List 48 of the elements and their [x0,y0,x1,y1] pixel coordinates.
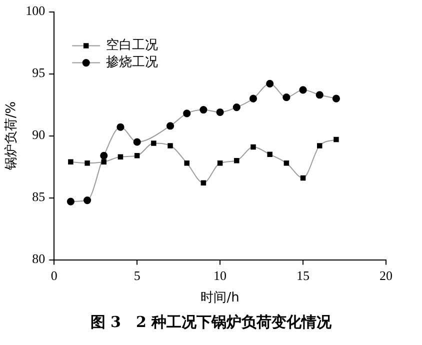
point [317,143,322,148]
y-tick-label: 100 [26,3,46,18]
point [166,122,174,130]
point [133,138,141,146]
point [267,152,272,158]
point [299,86,307,94]
point [84,160,90,166]
point [200,180,206,186]
y-tick-label: 80 [32,251,46,266]
x-tick-label: 0 [50,268,58,284]
legend-label: 空白工况 [106,38,158,54]
point [300,175,306,181]
point [250,144,256,150]
point [284,160,290,166]
x-tick-label: 15 [296,268,310,284]
point [183,110,191,118]
point [334,136,339,142]
point [234,158,240,164]
point [83,196,92,204]
y-tick-label: 90 [32,127,46,142]
point [332,94,340,102]
y-axis-title: 锅炉负荷/% [4,101,20,172]
point [134,153,140,158]
x-axis-title: 时间/h [200,290,240,306]
point [151,140,156,146]
caption: 图 3 2 种工况下锅炉负荷变化情况 [89,313,333,332]
point [316,91,324,99]
point [249,94,258,102]
point [232,103,240,112]
point [200,106,208,114]
y-tick-label: 85 [32,189,46,204]
y-tick-label: 95 [32,65,46,80]
point [66,198,74,206]
point [101,159,107,164]
point [118,154,124,160]
point [68,159,74,164]
x-tick-label: 10 [214,268,227,284]
legend-label: 掺烧工况 [106,55,158,70]
point [217,160,223,166]
x-tick-label: 20 [380,268,392,284]
point [216,108,224,116]
point [266,80,274,88]
point [116,123,124,131]
x-tick-label: 5 [134,268,140,284]
point [184,160,190,166]
point [168,143,173,148]
point [282,94,290,102]
point [100,152,108,160]
